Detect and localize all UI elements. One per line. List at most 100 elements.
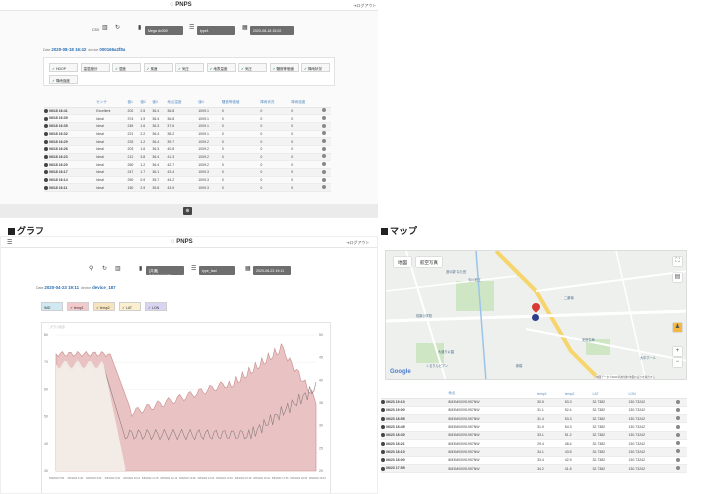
info-icon[interactable] [381, 425, 385, 430]
series-toggle-chip[interactable]: ✓ temp2 [93, 302, 115, 311]
download-button[interactable]: ⊕ [183, 207, 192, 215]
gear-icon[interactable] [322, 177, 327, 182]
table-row[interactable]: 06/23 17:55 8M3M00091957NW 34.2 41.6 32.7382… [381, 464, 687, 474]
sensor-filter-chip[interactable]: ✓騒音等価値 [269, 63, 299, 72]
row-settings[interactable] [675, 439, 687, 449]
row-settings[interactable] [675, 464, 687, 474]
table-row[interactable]: 06/23 18:10 8M3M00091957NW 34.1 43.5 32.7382… [381, 447, 687, 457]
row-settings[interactable] [675, 447, 687, 457]
sensor-filter-chip[interactable]: ✓気圧 [238, 63, 267, 72]
gear-icon[interactable] [322, 131, 327, 136]
gear-icon[interactable] [675, 457, 680, 462]
info-icon[interactable] [381, 466, 385, 471]
map-place-label[interactable]: 新橋 [516, 364, 523, 368]
table-row[interactable]: 06/18 16:32 Ideal 221 2.2 36.4 38.2 1009.1 0 0 0 [44, 130, 331, 139]
csv-button[interactable]: CSV [92, 28, 100, 32]
sensor-filter-chip[interactable]: ✓気圧 [175, 63, 204, 72]
map-place-label[interactable]: くるりんピアン [426, 364, 449, 368]
info-icon[interactable] [381, 433, 385, 438]
series-toggle-chip[interactable]: IMD [41, 302, 63, 311]
table-row[interactable]: 06/23 18:55 8M3M00091957NW 31.4 53.3 32.7382… [381, 414, 687, 424]
table-row[interactable]: 06/18 16:35 Ideal 245 1.6 36.3 37.6 1009.1 0 0 0 [44, 122, 331, 131]
info-icon[interactable] [44, 131, 48, 136]
map-marker-current-icon[interactable] [532, 314, 539, 321]
gear-icon[interactable] [675, 466, 680, 471]
sensor-filter-chip[interactable]: ✓HDOP [49, 63, 78, 72]
info-icon[interactable] [44, 147, 48, 152]
map-place-label[interactable]: 大中ホール [640, 356, 656, 360]
graph-device-select[interactable]: [共通] DOKOMA1(B) [146, 266, 184, 278]
sensor-filter-chip[interactable]: ✓地表温度 [206, 63, 236, 72]
map-tab-map[interactable]: 地図 [394, 257, 411, 267]
info-icon[interactable] [381, 449, 385, 454]
table-row[interactable]: 06/23 19:00 8M3M00091957NW 31.1 52.4 32.7382… [381, 406, 687, 416]
table-row[interactable]: 06/18 16:20 Ideal 260 1.2 36.4 42.7 1009.2 0 0 0 [44, 160, 331, 169]
row-settings[interactable] [675, 456, 687, 465]
map-place-label[interactable]: 大通り公園 [438, 350, 454, 354]
map-place-label[interactable]: 安田生命 [582, 338, 595, 342]
sensor-filter-chip[interactable]: ✓風速 [143, 63, 173, 72]
table-row[interactable]: 06/23 18:00 8M3M00091957NW 33.4 42.9 32.7382… [381, 456, 687, 465]
table-row[interactable]: 06/18 16:23 Ideal 212 3.8 36.4 41.3 1009.2 0 0 0 [44, 153, 331, 162]
gear-icon[interactable] [322, 154, 327, 159]
info-icon[interactable] [44, 139, 48, 144]
map-place-label[interactable]: 道の駅 なた田 [446, 270, 467, 274]
row-settings[interactable] [322, 137, 331, 146]
row-settings[interactable] [675, 431, 687, 441]
info-icon[interactable] [44, 178, 48, 183]
gear-icon[interactable] [322, 169, 327, 174]
gear-icon[interactable] [322, 146, 327, 151]
refresh-icon[interactable]: ↻ [102, 266, 108, 272]
row-settings[interactable] [322, 145, 331, 154]
row-settings[interactable] [322, 122, 331, 131]
info-icon[interactable] [44, 116, 48, 121]
row-settings[interactable] [322, 160, 331, 169]
gear-icon[interactable] [322, 162, 327, 167]
gear-icon[interactable] [675, 407, 680, 412]
gear-icon[interactable] [675, 432, 680, 437]
zoom-in-button[interactable]: + [673, 347, 682, 356]
map-view[interactable]: 地図 航空写真 道の駅 なた田 今川地区 前原小学校 大通り公園 二番場 くるりんピアン 新… [385, 250, 687, 380]
table-row[interactable]: 06/18 16:41 Excellent 202 2.5 36.4 36.8 1009.1… [44, 107, 331, 116]
info-icon[interactable] [44, 155, 48, 159]
info-icon[interactable] [381, 400, 385, 405]
app-brand[interactable]: ◌ PNPS [170, 2, 192, 8]
table-row[interactable]: 06/23 18:45 8M3M00091957NW 31.9 54.3 32.7382… [381, 422, 687, 432]
graph-logout-link[interactable]: ⇥ログアウト [346, 240, 370, 245]
table-row[interactable]: 06/23 19:10 8M3M00091957NW 30.5 53.3 32.7382… [381, 398, 687, 407]
gear-icon[interactable] [675, 441, 680, 446]
map-attribution[interactable]: 地図データ ©2020 利用規約 地図の誤りを報告する [596, 375, 656, 379]
sensor-filter-chip[interactable]: 温湿度計 [80, 63, 110, 72]
table-row[interactable]: 06/23 18:21 8M3M00091957NW 29.4 48.4 32.7382… [381, 439, 687, 449]
refresh-icon[interactable]: ↻ [115, 25, 121, 31]
chart-icon[interactable]: ▥ [115, 266, 121, 272]
row-settings[interactable] [322, 114, 331, 123]
map-place-label[interactable]: 前原小学校 [416, 314, 432, 318]
table-row[interactable]: 06/18 16:29 Ideal 233 1.2 36.4 39.7 1009.2 0 0 0 [44, 137, 331, 146]
table-row[interactable]: 06/18 16:14 Ideal 250 0.9 35.7 44.2 1009.3 0 0 0 [44, 176, 331, 185]
type-select[interactable]: type1 [197, 26, 235, 35]
info-icon[interactable] [381, 458, 385, 463]
row-settings[interactable] [322, 153, 331, 162]
graph-type-select[interactable]: type_fast [199, 266, 235, 275]
gear-icon[interactable] [675, 416, 680, 421]
sensor-filter-chip[interactable]: ✓降雨状況 [301, 63, 330, 72]
row-settings[interactable] [675, 398, 687, 407]
info-icon[interactable] [44, 170, 48, 175]
info-icon[interactable] [381, 416, 385, 421]
table-row[interactable]: 06/18 16:11 Ideal 150 2.9 35.8 43.9 1009.3 0 0 0 [44, 183, 331, 193]
series-toggle-chip[interactable]: ✓ temp1 [67, 302, 89, 311]
series-toggle-chip[interactable]: ✓ LAT [119, 302, 141, 311]
table-row[interactable]: 06/18 16:39 Ideal 374 1.9 36.4 36.8 1009.1 0 0 0 [44, 114, 331, 123]
info-icon[interactable] [381, 408, 385, 413]
gear-icon[interactable] [322, 116, 327, 121]
map-tab-satellite[interactable]: 航空写真 [416, 257, 442, 267]
gear-icon[interactable] [322, 139, 327, 144]
menu-icon[interactable]: ☰ [7, 240, 13, 246]
row-settings[interactable] [322, 176, 331, 185]
info-icon[interactable] [44, 124, 48, 129]
row-settings[interactable] [322, 130, 331, 139]
gear-icon[interactable] [322, 108, 327, 113]
map-marker-pin-icon[interactable] [530, 301, 542, 313]
series-toggle-chip[interactable]: ✓ LON [145, 302, 167, 311]
